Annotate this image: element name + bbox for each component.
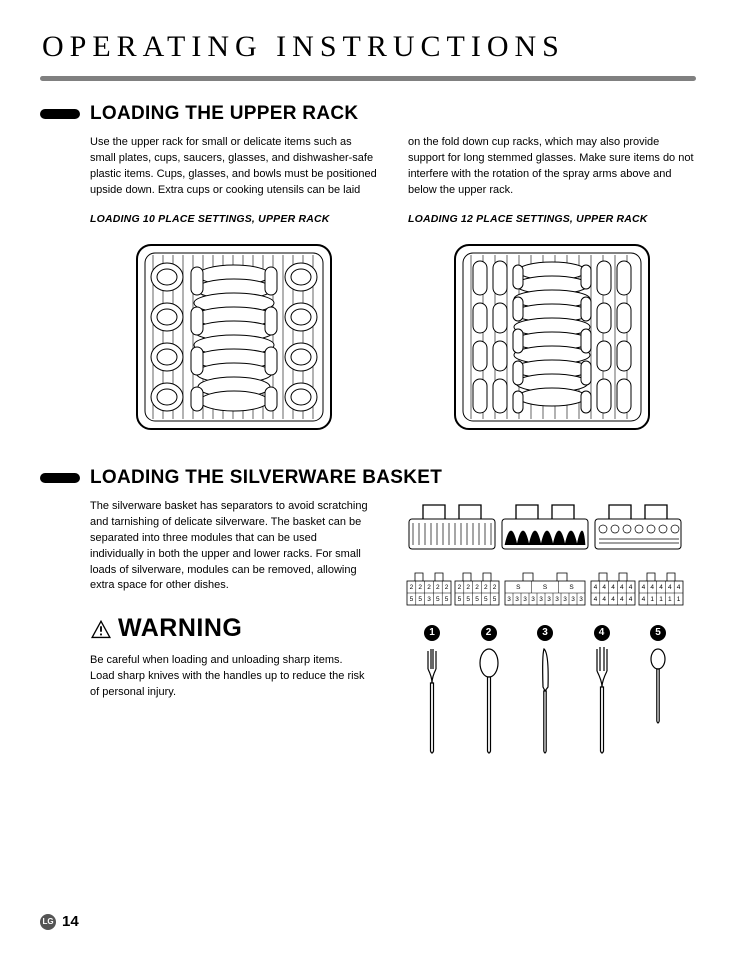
fork-large-icon bbox=[590, 647, 614, 757]
section2-heading: LOADING THE SILVERWARE BASKET bbox=[90, 467, 442, 489]
utensil-number-2: 2 bbox=[481, 625, 497, 641]
svg-text:1: 1 bbox=[668, 596, 672, 603]
subhead-10-place: LOADING 10 PLACE SETTINGS, UPPER RACK bbox=[90, 213, 378, 225]
svg-text:5: 5 bbox=[475, 596, 479, 603]
section1-subheads: LOADING 10 PLACE SETTINGS, UPPER RACK LO… bbox=[90, 213, 696, 225]
utensil-number-5: 5 bbox=[650, 625, 666, 641]
svg-text:2: 2 bbox=[484, 584, 488, 591]
svg-text:5: 5 bbox=[466, 596, 470, 603]
utensil-number-4: 4 bbox=[594, 625, 610, 641]
rack-10-diagram bbox=[129, 237, 339, 437]
svg-text:3: 3 bbox=[563, 596, 567, 603]
svg-text:1: 1 bbox=[650, 596, 654, 603]
silverware-body: The silverware basket has separators to … bbox=[90, 499, 370, 595]
page-footer: LG 14 bbox=[40, 913, 79, 930]
section1-heading-row: LOADING THE UPPER RACK bbox=[40, 103, 696, 125]
rack-diagrams bbox=[90, 237, 696, 437]
svg-text:5: 5 bbox=[410, 596, 414, 603]
warning-row: WARNING bbox=[90, 610, 370, 646]
svg-text:4: 4 bbox=[620, 596, 624, 603]
warning-body: Be careful when loading and unloading sh… bbox=[90, 653, 370, 701]
section1-col1: Use the upper rack for small or delicate… bbox=[90, 135, 378, 199]
svg-text:4: 4 bbox=[642, 584, 646, 591]
section2-heading-row: LOADING THE SILVERWARE BASKET bbox=[40, 467, 696, 489]
svg-text:2: 2 bbox=[493, 584, 497, 591]
section1-col2: on the fold down cup racks, which may al… bbox=[408, 135, 696, 199]
lg-logo-icon: LG bbox=[40, 914, 56, 930]
section2-left: The silverware basket has separators to … bbox=[90, 499, 370, 757]
svg-text:3: 3 bbox=[531, 596, 535, 603]
utensil-5: 5 bbox=[646, 625, 670, 727]
utensil-1: 1 bbox=[420, 625, 444, 757]
svg-text:4: 4 bbox=[594, 584, 598, 591]
svg-text:2: 2 bbox=[445, 584, 449, 591]
svg-text:5: 5 bbox=[484, 596, 488, 603]
silverware-basket-diagram bbox=[405, 499, 685, 559]
section1-columns: Use the upper rack for small or delicate… bbox=[90, 135, 696, 199]
svg-text:S: S bbox=[516, 584, 521, 591]
svg-text:4: 4 bbox=[620, 584, 624, 591]
knife-icon bbox=[533, 647, 557, 757]
svg-text:4: 4 bbox=[677, 584, 681, 591]
svg-text:5: 5 bbox=[436, 596, 440, 603]
svg-text:5: 5 bbox=[445, 596, 449, 603]
heading-pill bbox=[40, 109, 80, 119]
svg-text:S: S bbox=[543, 584, 548, 591]
svg-text:3: 3 bbox=[523, 596, 527, 603]
svg-text:2: 2 bbox=[427, 584, 431, 591]
section1-heading: LOADING THE UPPER RACK bbox=[90, 103, 358, 125]
svg-text:3: 3 bbox=[539, 596, 543, 603]
utensil-number-1: 1 bbox=[424, 625, 440, 641]
svg-text:4: 4 bbox=[629, 584, 633, 591]
svg-text:4: 4 bbox=[611, 584, 615, 591]
subhead-12-place: LOADING 12 PLACE SETTINGS, UPPER RACK bbox=[408, 213, 696, 225]
svg-text:3: 3 bbox=[571, 596, 575, 603]
svg-text:4: 4 bbox=[611, 596, 615, 603]
fork-small-icon bbox=[420, 647, 444, 757]
page-number: 14 bbox=[62, 913, 79, 930]
utensil-2: 2 bbox=[477, 625, 501, 757]
page-title: OPERATING INSTRUCTIONS bbox=[42, 30, 696, 64]
utensil-3: 3 bbox=[533, 625, 557, 757]
utensils-row: 1 2 bbox=[420, 625, 670, 757]
svg-text:5: 5 bbox=[493, 596, 497, 603]
svg-text:4: 4 bbox=[642, 596, 646, 603]
silverware-grid-diagram: 22222 55355 22222 55555 SSS 3333333333 4… bbox=[405, 571, 685, 613]
svg-text:3: 3 bbox=[547, 596, 551, 603]
svg-text:3: 3 bbox=[507, 596, 511, 603]
svg-text:4: 4 bbox=[629, 596, 633, 603]
svg-text:3: 3 bbox=[579, 596, 583, 603]
svg-text:4: 4 bbox=[602, 584, 606, 591]
svg-text:4: 4 bbox=[650, 584, 654, 591]
svg-text:3: 3 bbox=[427, 596, 431, 603]
rack-12-diagram bbox=[447, 237, 657, 437]
svg-text:2: 2 bbox=[410, 584, 414, 591]
warning-icon bbox=[90, 619, 112, 639]
svg-text:2: 2 bbox=[466, 584, 470, 591]
svg-text:4: 4 bbox=[659, 584, 663, 591]
svg-text:2: 2 bbox=[418, 584, 422, 591]
warning-label: WARNING bbox=[118, 610, 242, 646]
title-rule bbox=[40, 76, 696, 81]
svg-text:S: S bbox=[569, 584, 574, 591]
utensil-4: 4 bbox=[590, 625, 614, 757]
svg-text:1: 1 bbox=[677, 596, 681, 603]
svg-text:5: 5 bbox=[418, 596, 422, 603]
svg-text:4: 4 bbox=[594, 596, 598, 603]
svg-text:4: 4 bbox=[668, 584, 672, 591]
utensil-number-3: 3 bbox=[537, 625, 553, 641]
svg-text:4: 4 bbox=[602, 596, 606, 603]
svg-text:1: 1 bbox=[659, 596, 663, 603]
svg-text:5: 5 bbox=[458, 596, 462, 603]
svg-text:3: 3 bbox=[515, 596, 519, 603]
svg-text:3: 3 bbox=[555, 596, 559, 603]
svg-text:2: 2 bbox=[475, 584, 479, 591]
heading-pill bbox=[40, 473, 80, 483]
section2-right: 22222 55355 22222 55555 SSS 3333333333 4… bbox=[394, 499, 696, 757]
svg-text:2: 2 bbox=[436, 584, 440, 591]
spoon-small-icon bbox=[646, 647, 670, 727]
spoon-large-icon bbox=[477, 647, 501, 757]
svg-text:2: 2 bbox=[458, 584, 462, 591]
